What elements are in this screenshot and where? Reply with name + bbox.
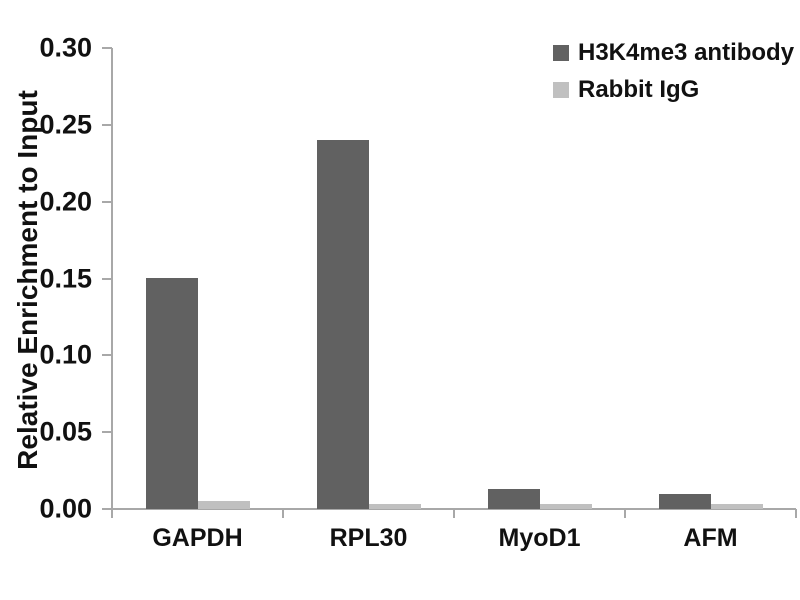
x-category-label: GAPDH — [152, 524, 243, 552]
bar-AFM-antibody — [658, 494, 711, 509]
legend-item: H3K4me3 antibody — [553, 39, 794, 66]
y-tick-label: 0.05 — [39, 416, 92, 447]
y-tick-label: 0.25 — [39, 109, 92, 140]
bar-RPL30-antibody — [316, 140, 369, 509]
legend-item: Rabbit IgG — [553, 76, 794, 103]
y-tick-label: 0.15 — [39, 263, 92, 293]
y-tick-label: 0.30 — [39, 32, 92, 63]
x-axis-tick — [282, 509, 284, 518]
y-axis-line — [111, 48, 113, 509]
x-axis-tick — [795, 509, 797, 518]
y-axis-tick — [102, 354, 112, 357]
legend-label: H3K4me3 antibody — [578, 39, 795, 66]
x-axis-tick — [453, 509, 455, 518]
bar-MyoD1-igg — [539, 504, 592, 509]
x-category-label: MyoD1 — [498, 524, 581, 552]
y-tick-label: 0.20 — [39, 186, 92, 217]
bar-GAPDH-antibody — [145, 278, 198, 509]
x-category-label: AFM — [683, 524, 738, 552]
y-axis-tick — [102, 200, 112, 203]
legend-label: Rabbit IgG — [578, 76, 700, 103]
y-axis-tick — [102, 277, 112, 280]
y-tick-label: 0.00 — [39, 493, 92, 524]
bar-MyoD1-antibody — [487, 489, 540, 509]
legend-swatch-icon — [553, 45, 569, 61]
bar-RPL30-igg — [368, 504, 421, 509]
y-tick-label: 0.10 — [39, 339, 92, 370]
y-axis-tick — [102, 123, 112, 126]
x-axis-tick — [624, 509, 626, 518]
y-axis-tick — [102, 431, 112, 434]
x-category-label: RPL30 — [329, 524, 408, 552]
bar-AFM-igg — [710, 504, 763, 509]
y-axis-tick — [102, 508, 112, 510]
bar-GAPDH-igg — [197, 501, 250, 509]
x-axis-tick — [111, 509, 113, 518]
legend-swatch-icon — [553, 82, 569, 98]
y-axis-tick — [102, 47, 112, 49]
legend: H3K4me3 antibody Rabbit IgG — [553, 39, 794, 118]
